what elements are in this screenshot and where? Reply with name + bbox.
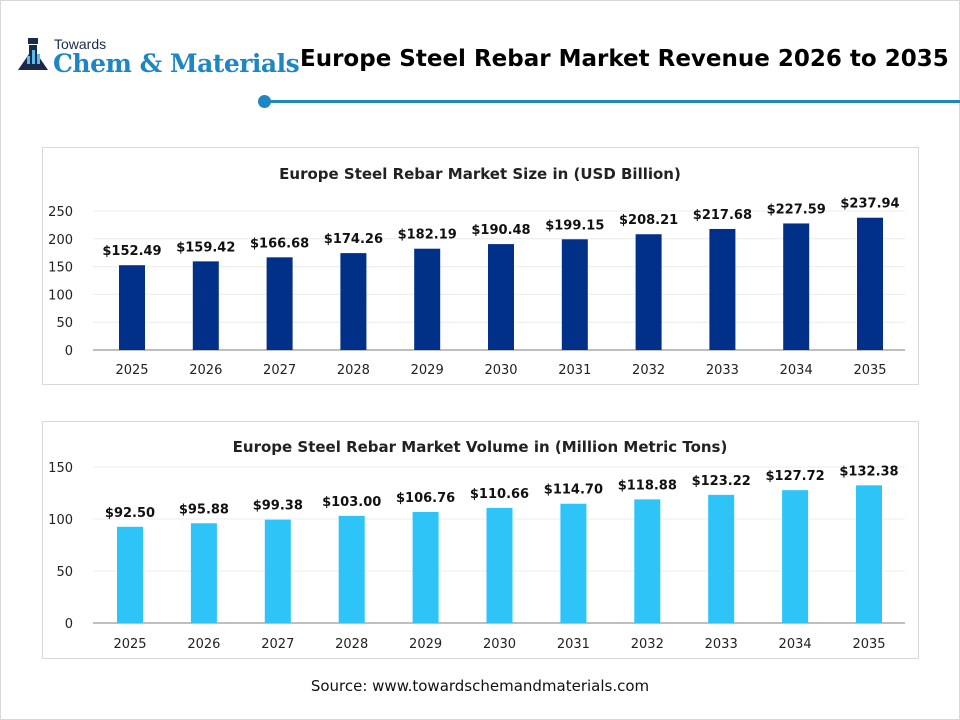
bar — [190, 523, 217, 623]
bar — [709, 228, 736, 350]
page-title: Europe Steel Rebar Market Revenue 2026 t… — [300, 46, 949, 72]
x-tick-label: 2029 — [409, 637, 442, 652]
y-tick-label: 100 — [48, 513, 73, 528]
flask-icon — [18, 38, 48, 70]
chart-volume: Europe Steel Rebar Market Volume in (Mil… — [48, 438, 905, 652]
y-tick-label: 200 — [48, 233, 73, 248]
logo-small-text: Towards — [54, 36, 107, 52]
bar — [264, 519, 291, 623]
data-label: $190.48 — [471, 223, 530, 238]
source-text: Source: www.towardschemandmaterials.com — [310, 677, 650, 695]
data-label: $118.88 — [618, 478, 677, 493]
bar — [412, 511, 439, 623]
bar — [338, 515, 365, 623]
x-tick-label: 2032 — [631, 637, 664, 652]
bar — [856, 485, 882, 623]
bar — [635, 234, 662, 350]
bar — [560, 503, 587, 623]
bar — [340, 253, 367, 350]
bar — [783, 223, 810, 350]
data-label: $152.49 — [102, 244, 161, 259]
y-tick-label: 100 — [48, 288, 73, 303]
bar — [708, 494, 735, 623]
x-tick-label: 2026 — [189, 363, 222, 378]
x-tick-label: 2034 — [780, 363, 813, 378]
x-tick-label: 2028 — [337, 363, 370, 378]
x-tick-label: 2025 — [113, 637, 146, 652]
bar — [857, 217, 883, 350]
x-tick-label: 2032 — [632, 363, 665, 378]
data-label: $123.22 — [692, 474, 751, 489]
title-underline — [264, 100, 960, 103]
data-label: $237.94 — [840, 197, 899, 212]
bar — [782, 490, 809, 623]
bar — [634, 499, 661, 623]
x-tick-label: 2033 — [706, 363, 739, 378]
data-label: $99.38 — [253, 499, 303, 514]
data-label: $132.38 — [839, 464, 898, 479]
data-label: $182.19 — [398, 228, 457, 243]
chart-title: Europe Steel Rebar Market Size in (USD B… — [279, 165, 681, 183]
y-tick-label: 50 — [56, 316, 73, 331]
x-tick-label: 2031 — [558, 363, 591, 378]
data-label: $110.66 — [470, 487, 529, 502]
y-tick-label: 150 — [48, 461, 73, 476]
data-label: $208.21 — [619, 213, 678, 228]
x-tick-label: 2035 — [853, 363, 886, 378]
bar — [486, 507, 513, 623]
y-tick-label: 150 — [48, 261, 73, 276]
y-tick-label: 250 — [48, 205, 73, 220]
bar — [488, 244, 514, 350]
bar — [266, 257, 293, 350]
chart-volume-panel: Europe Steel Rebar Market Volume in (Mil… — [42, 421, 919, 659]
x-tick-label: 2028 — [335, 637, 368, 652]
data-label: $114.70 — [544, 483, 603, 498]
x-tick-label: 2029 — [411, 363, 444, 378]
chart-size: Europe Steel Rebar Market Size in (USD B… — [48, 165, 905, 378]
x-tick-label: 2027 — [261, 637, 294, 652]
x-tick-label: 2034 — [779, 637, 812, 652]
x-tick-label: 2031 — [557, 637, 590, 652]
data-label: $199.15 — [545, 218, 604, 233]
x-tick-label: 2035 — [852, 637, 885, 652]
bar — [119, 265, 145, 350]
x-tick-label: 2025 — [115, 363, 148, 378]
x-tick-label: 2027 — [263, 363, 296, 378]
bar — [414, 248, 441, 350]
data-label: $103.00 — [322, 495, 381, 510]
y-tick-label: 50 — [56, 565, 73, 580]
data-label: $92.50 — [105, 506, 155, 521]
bar — [561, 239, 588, 350]
data-label: $106.76 — [396, 491, 455, 506]
chart-size-panel: Europe Steel Rebar Market Size in (USD B… — [42, 147, 919, 385]
data-label: $166.68 — [250, 236, 309, 251]
data-label: $159.42 — [176, 240, 235, 255]
data-label: $217.68 — [693, 208, 752, 223]
data-label: $127.72 — [765, 469, 824, 484]
data-label: $95.88 — [179, 502, 229, 517]
data-label: $227.59 — [767, 202, 826, 217]
bar — [192, 261, 219, 350]
bar — [117, 526, 143, 623]
logo-large-text: Chem & Materials — [53, 49, 300, 78]
underline-dot — [258, 95, 271, 108]
data-label: $174.26 — [324, 232, 383, 247]
x-tick-label: 2030 — [483, 637, 516, 652]
y-tick-label: 0 — [65, 344, 73, 359]
x-tick-label: 2026 — [187, 637, 220, 652]
x-tick-label: 2030 — [484, 363, 517, 378]
x-tick-label: 2033 — [705, 637, 738, 652]
y-tick-label: 0 — [65, 617, 73, 632]
chart-title: Europe Steel Rebar Market Volume in (Mil… — [233, 438, 728, 456]
